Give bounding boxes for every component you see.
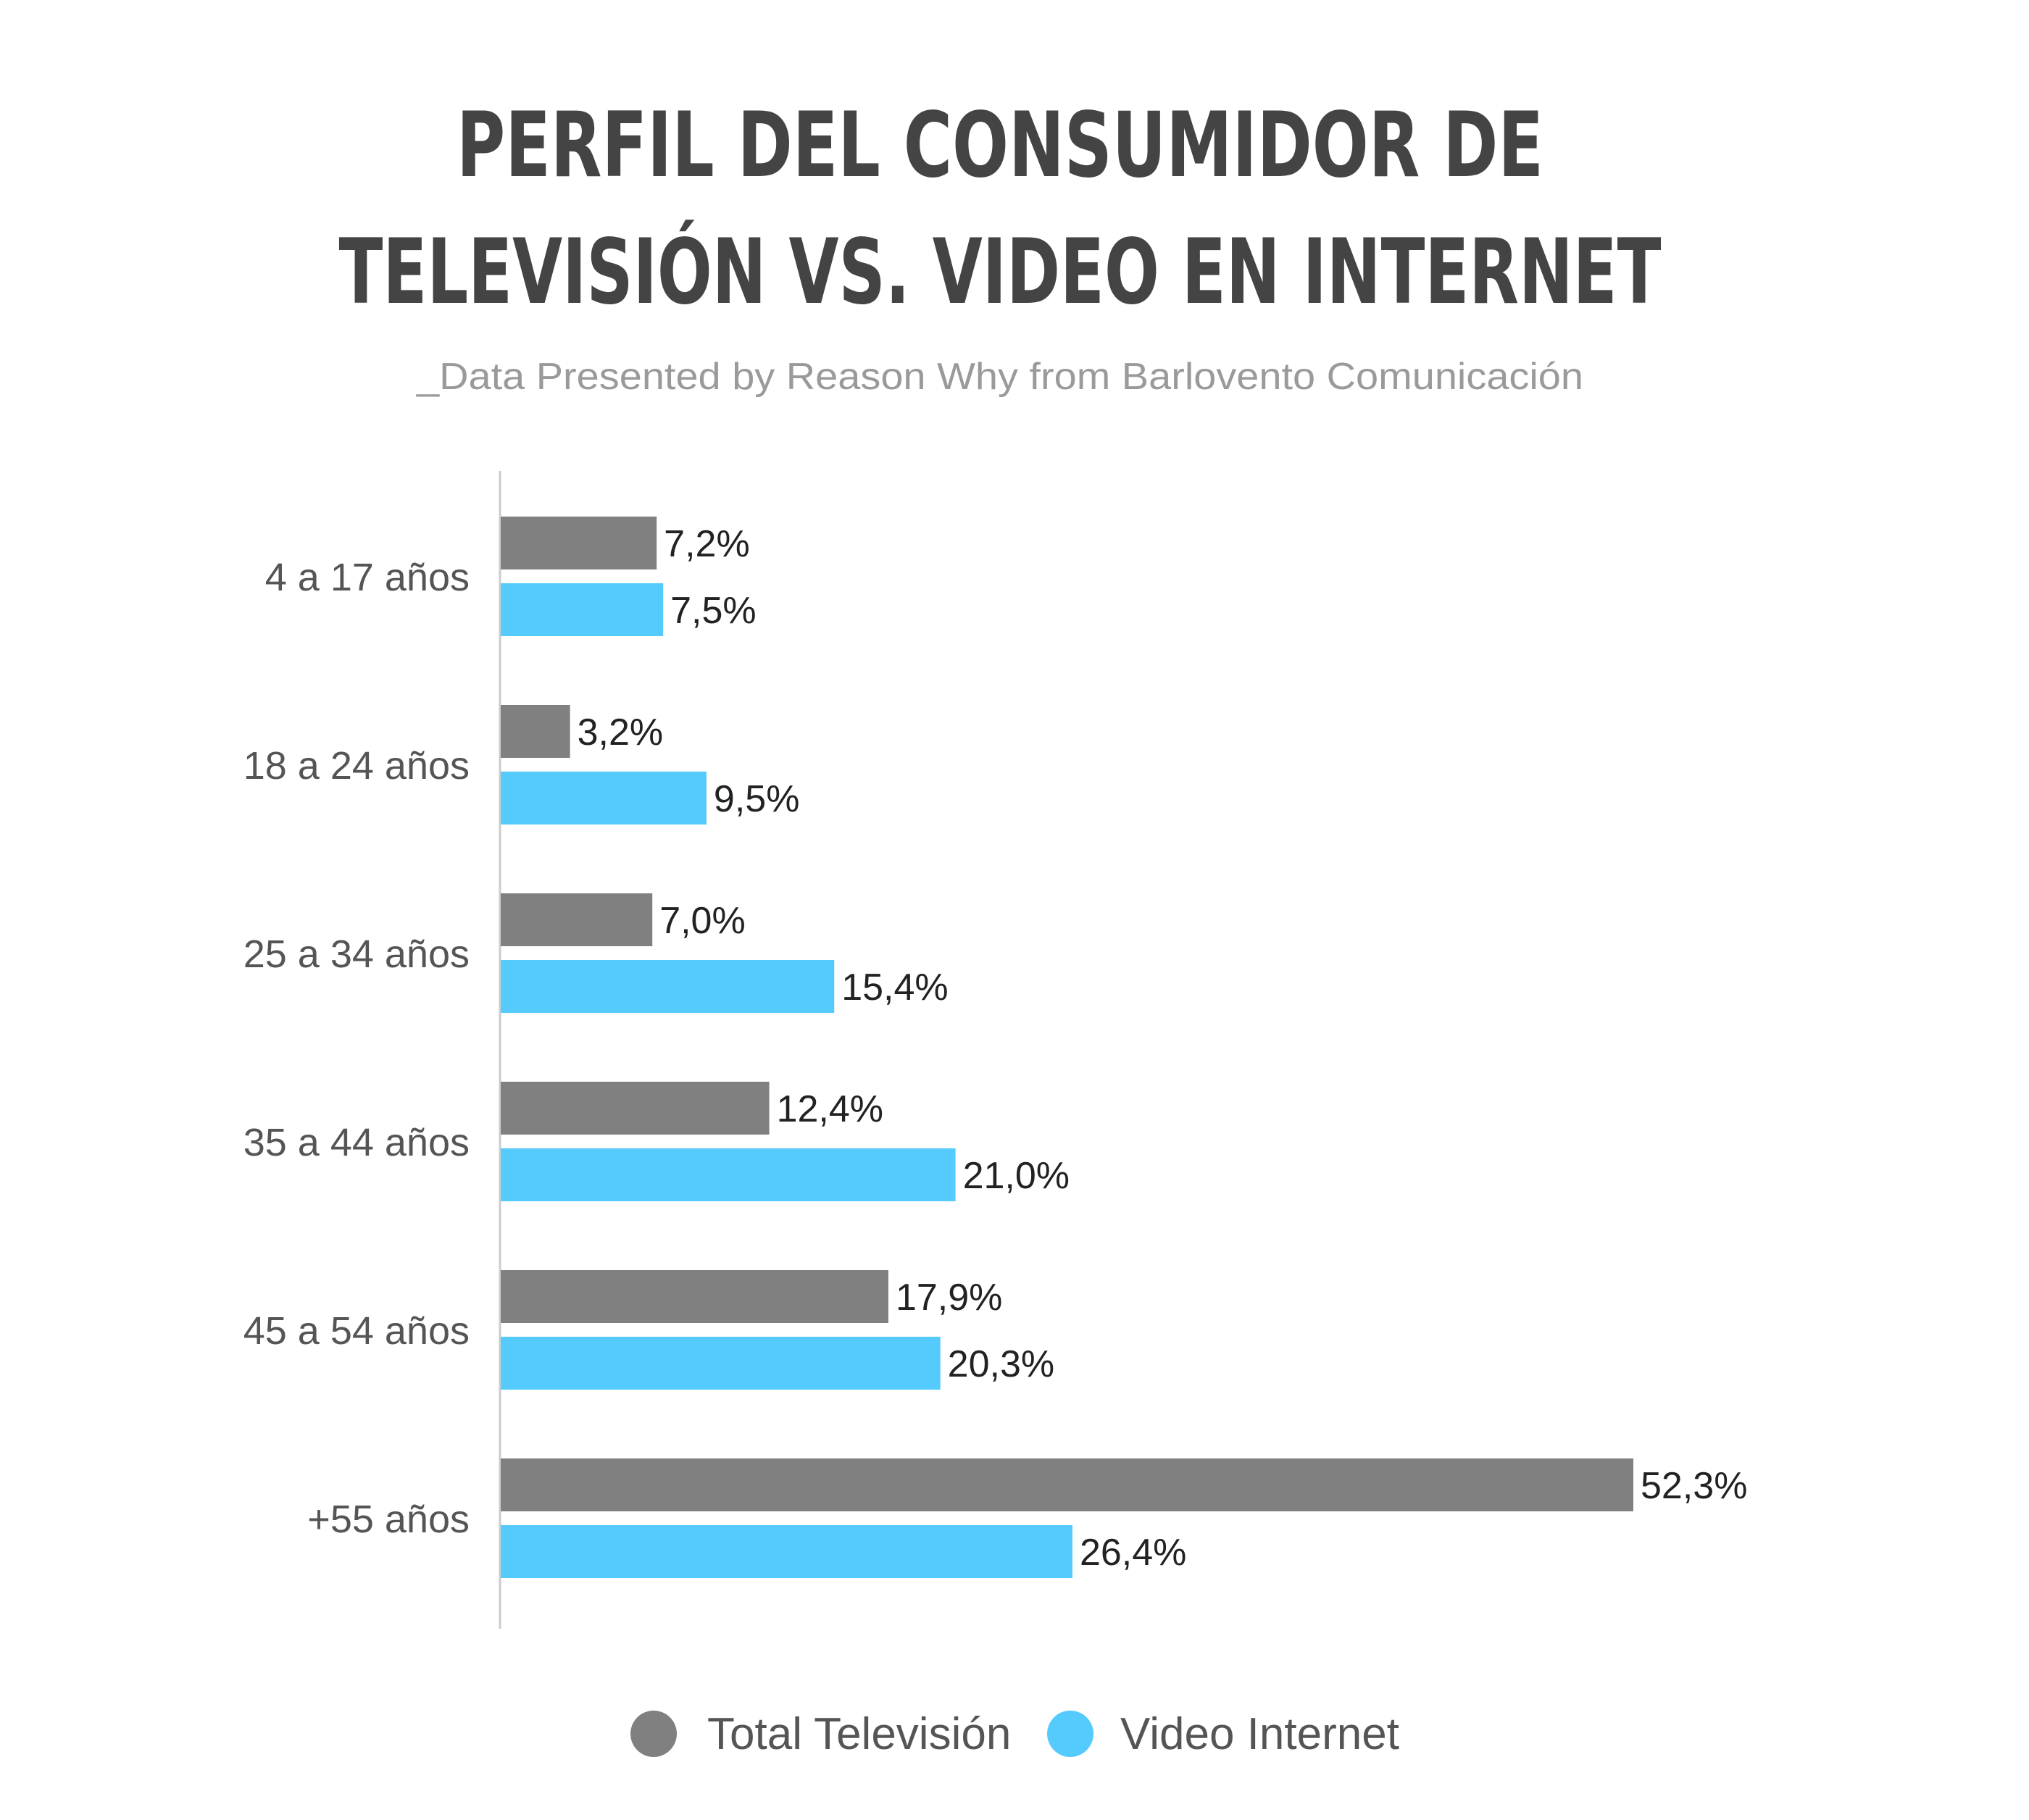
chart-title-line-2: TELEVISIÓN VS. VIDEO EN INTERNET (339, 219, 1662, 325)
legend-swatch-video-internet (1047, 1711, 1093, 1757)
legend: Total Televisión Video Internet (630, 1709, 1399, 1759)
category-label-4-a-17-anos: 4 a 17 años (265, 556, 470, 599)
bar-video-internet-55-anos (501, 1525, 1072, 1578)
chart-subtitle: _Data Presented by Reason Why from Barlo… (416, 356, 1583, 398)
bar-total-television-4-a-17-anos (501, 517, 657, 569)
value-label-total-television-35-a-44-anos: 12,4% (777, 1088, 883, 1130)
value-label-total-television-25-a-34-anos: 7,0% (659, 900, 746, 942)
value-label-total-television-55-anos: 52,3% (1641, 1465, 1747, 1507)
value-label-total-television-4-a-17-anos: 7,2% (664, 523, 750, 565)
legend-label-total-television: Total Televisión (707, 1709, 1011, 1759)
category-label-18-a-24-anos: 18 a 24 años (243, 744, 470, 788)
legend-label-video-internet: Video Internet (1120, 1709, 1399, 1759)
category-label-25-a-34-anos: 25 a 34 años (243, 932, 470, 976)
category-label-35-a-44-anos: 35 a 44 años (243, 1121, 470, 1164)
bar-total-television-35-a-44-anos (501, 1082, 770, 1135)
bar-total-television-45-a-54-anos (501, 1270, 888, 1323)
plot-area: 4 a 17 años 7,2% 7,5% 18 a 24 años 3,2% 9,5% 2… (243, 517, 1747, 1578)
value-label-total-television-18-a-24-anos: 3,2% (578, 711, 664, 754)
chart-title-line-1: PERFIL DEL CONSUMIDOR DE (457, 93, 1543, 198)
value-label-total-television-45-a-54-anos: 17,9% (896, 1277, 1002, 1319)
legend-swatch-total-television (630, 1711, 677, 1757)
category-label-55-anos: +55 años (307, 1498, 470, 1541)
value-label-video-internet-55-anos: 26,4% (1080, 1532, 1186, 1574)
bar-video-internet-18-a-24-anos (501, 772, 707, 825)
bar-video-internet-35-a-44-anos (501, 1148, 956, 1201)
value-label-video-internet-45-a-54-anos: 20,3% (948, 1343, 1054, 1385)
bar-total-television-18-a-24-anos (501, 705, 570, 758)
bar-video-internet-4-a-17-anos (501, 583, 664, 636)
value-label-video-internet-25-a-34-anos: 15,4% (841, 967, 948, 1009)
value-label-video-internet-35-a-44-anos: 21,0% (963, 1155, 1070, 1197)
category-label-45-a-54-anos: 45 a 54 años (243, 1309, 470, 1353)
value-label-video-internet-18-a-24-anos: 9,5% (714, 778, 800, 820)
bar-total-television-25-a-34-anos (501, 893, 653, 946)
value-label-video-internet-4-a-17-anos: 7,5% (670, 590, 757, 632)
bar-video-internet-45-a-54-anos (501, 1337, 941, 1390)
bar-total-television-55-anos (501, 1458, 1633, 1511)
bar-video-internet-25-a-34-anos (501, 960, 835, 1013)
